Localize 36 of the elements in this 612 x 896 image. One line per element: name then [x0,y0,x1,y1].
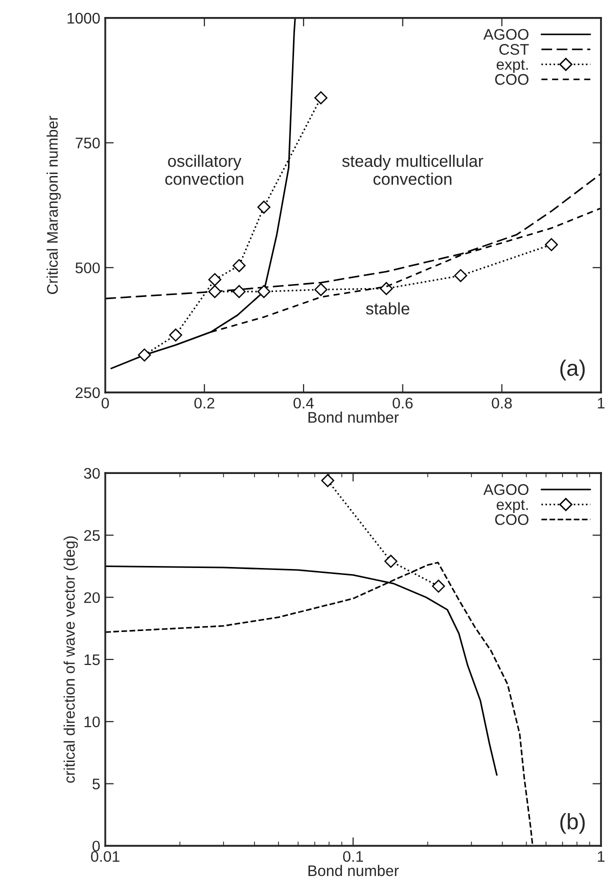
annotation: steady multicellular convection [342,154,484,185]
x-tick-label: 0.4 [294,398,314,409]
x-tick-label: 1 [598,398,604,408]
y-tick-label: 0 [92,840,100,852]
y-tick-label: 30 [84,468,100,479]
x-tick-label: 0.1 [343,851,363,862]
x-tick-label: 0.8 [492,398,512,409]
annotation: stable [366,302,410,315]
x-tick-label: 0 [102,398,109,409]
x-tick-label: 0.6 [392,398,413,409]
y-tick-label: 5 [92,778,100,790]
y-tick-label: 20 [84,592,100,604]
annotation: oscillatory convection [165,154,244,185]
legend-label: CST [499,44,529,55]
legend-label: AGOO [483,484,528,496]
x-axis-title: Bond number [308,864,399,876]
x-tick-label: 0.01 [90,851,120,862]
x-tick-label: 1 [598,851,604,862]
legend-label: expt. [496,500,528,514]
y-tick-label: 750 [76,138,100,148]
y-tick-label: 1000 [68,12,100,24]
y-tick-label: 10 [84,716,100,728]
y-tick-label: 15 [84,654,100,666]
annotation: (b) [560,813,585,834]
y-axis-title: Critical Marangoni number [46,116,61,294]
legend-label: expt. [496,60,528,73]
y-tick-label: 500 [76,262,100,274]
x-axis-title: Bond number [308,412,399,423]
y-tick-label: 25 [84,530,100,541]
y-tick-label: 250 [76,387,100,398]
x-tick-label: 0.2 [194,398,214,409]
y-axis-title: critical direction of wave vector (deg) [64,536,78,783]
annotation: (a) [560,360,585,380]
legend-label: AGOO [483,29,528,40]
legend-label: COO [495,74,528,85]
legend-label: COO [495,514,528,526]
